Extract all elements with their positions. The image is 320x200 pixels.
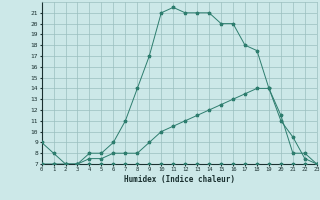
X-axis label: Humidex (Indice chaleur): Humidex (Indice chaleur)	[124, 175, 235, 184]
